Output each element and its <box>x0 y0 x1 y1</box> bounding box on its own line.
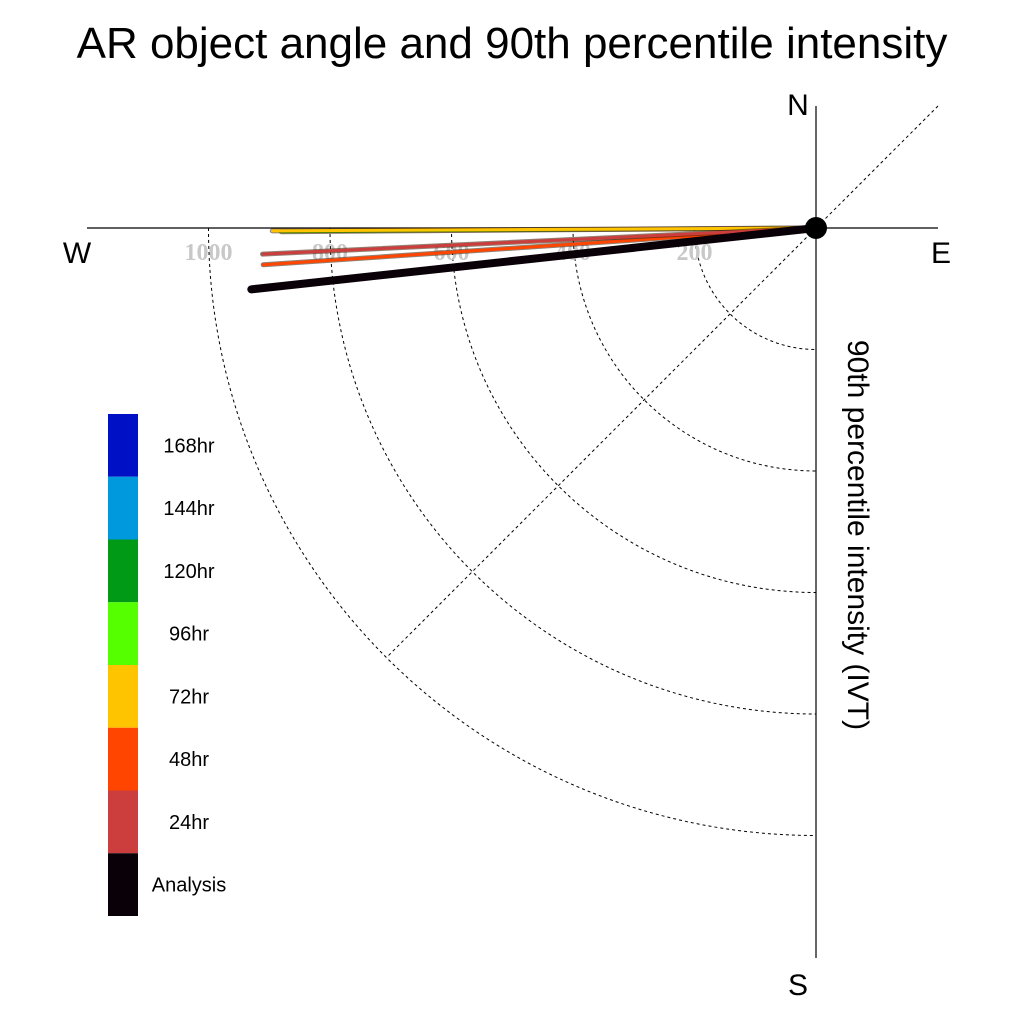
compass-east-label: E <box>931 237 951 270</box>
legend-swatch-analysis <box>108 853 138 916</box>
legend-label-48hr: 48hr <box>169 749 209 771</box>
series-ray-72hr <box>270 226 818 233</box>
legend-label-120hr: 120hr <box>163 561 214 583</box>
grid-layer <box>208 105 939 836</box>
radial-axis-label: 90th percentile intensity (IVT) <box>841 340 874 730</box>
legend: 168hr 144hr 120hr 96hr 72hr 48hr 24hr Analysis <box>108 414 226 916</box>
series-ray-analysis <box>247 224 820 294</box>
series-ray-24hr <box>261 226 818 256</box>
grid-arc-400 <box>572 227 817 472</box>
compass-south-label: S <box>788 969 808 1002</box>
compass-north-label: N <box>787 89 809 122</box>
grid-arc-600 <box>451 227 817 593</box>
chart-title: AR object angle and 90th percentile inte… <box>77 19 948 68</box>
legend-label-analysis: Analysis <box>152 875 226 897</box>
series-layer <box>247 224 820 294</box>
grid-arc-1000 <box>208 227 817 836</box>
grid-arc-200 <box>694 227 817 350</box>
legend-swatch-96hr <box>108 602 138 665</box>
legend-swatch-48hr <box>108 727 138 791</box>
grid-arc-800 <box>329 227 817 715</box>
legend-swatch-72hr <box>108 665 138 728</box>
compass-west-label: W <box>63 237 92 270</box>
legend-swatch-120hr <box>108 539 138 603</box>
radial-tick-label-1000: 1000 <box>185 240 233 266</box>
origin-marker <box>805 217 827 239</box>
legend-label-168hr: 168hr <box>163 435 214 457</box>
legend-swatch-24hr <box>108 790 138 854</box>
legend-swatch-168hr <box>108 414 138 477</box>
diagonal-guide-line <box>386 105 939 658</box>
legend-label-144hr: 144hr <box>163 498 214 520</box>
legend-swatch-144hr <box>108 476 138 540</box>
legend-label-96hr: 96hr <box>169 624 209 646</box>
legend-label-72hr: 72hr <box>169 686 209 708</box>
legend-label-24hr: 24hr <box>169 812 209 834</box>
